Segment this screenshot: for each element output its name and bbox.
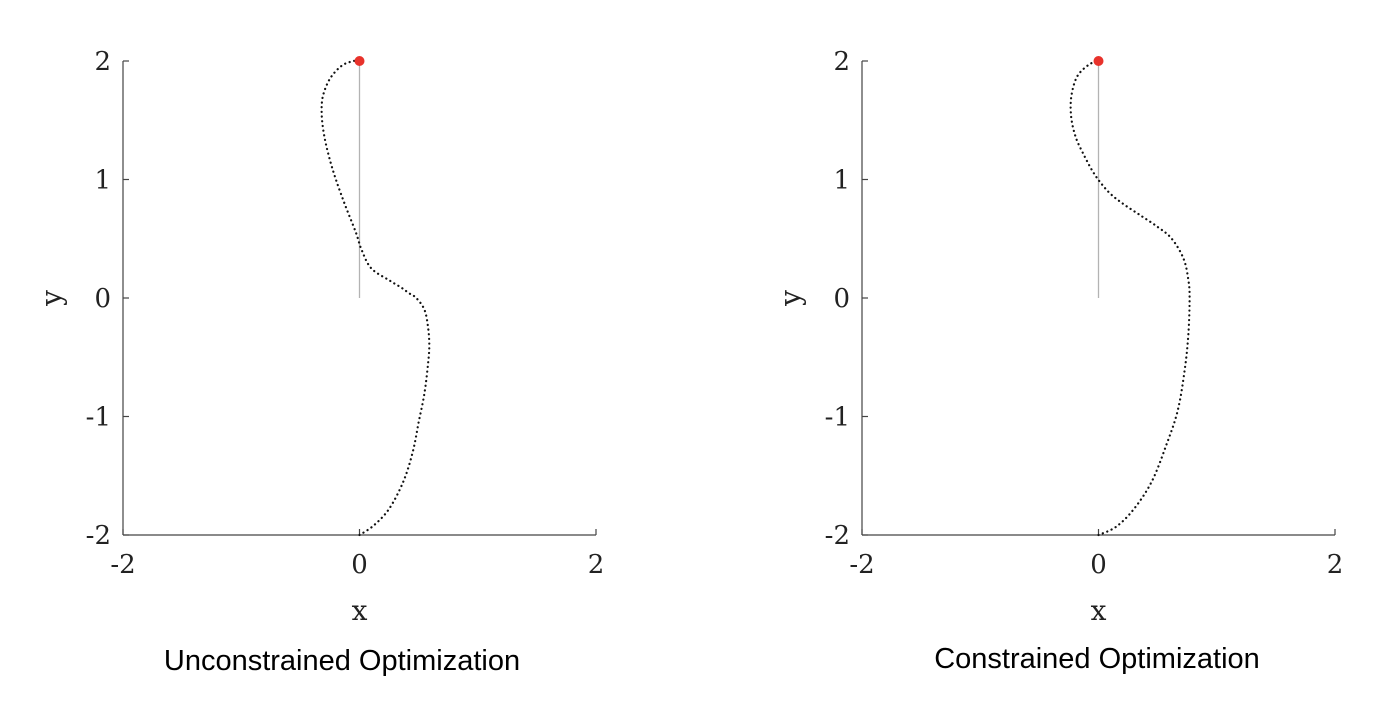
end-point-marker [1093, 56, 1104, 66]
y-axis-label: y [774, 290, 807, 307]
trajectory-series [320, 59, 431, 537]
y-tick-label: -2 [825, 521, 850, 551]
y-tick-label: 1 [833, 166, 850, 196]
x-tick-label: -2 [849, 550, 874, 580]
x-axis-label: x [352, 594, 368, 627]
x-tick-label: 0 [1090, 550, 1107, 580]
y-tick-label: -2 [86, 521, 111, 551]
x-tick-label: 0 [351, 550, 368, 580]
x-tick-label: 2 [588, 550, 605, 580]
y-tick-label: 1 [94, 166, 111, 196]
x-tick-label: -2 [110, 550, 135, 580]
chart-caption: Unconstrained Optimization [164, 645, 520, 677]
y-tick-label: 0 [833, 284, 850, 314]
y-tick-label: 0 [94, 284, 111, 314]
y-tick-label: 2 [833, 47, 850, 77]
y-tick-label: -1 [825, 403, 850, 433]
x-tick-label: 2 [1327, 550, 1344, 580]
chart-panel-1: -2 0 2 2 1 0 -1 -2 x y Unconstrained Optimization [35, 47, 604, 677]
end-point-marker [354, 56, 365, 66]
y-tick-label: 2 [94, 47, 111, 77]
x-axis-label: x [1091, 594, 1107, 627]
y-tick-label: -1 [86, 403, 111, 433]
y-axis-label: y [35, 290, 68, 307]
chart-panel-2: -2 0 2 2 1 0 -1 -2 x y Constrained Optimization [774, 47, 1343, 675]
trajectory-series [1069, 59, 1191, 537]
chart-caption: Constrained Optimization [934, 643, 1260, 675]
